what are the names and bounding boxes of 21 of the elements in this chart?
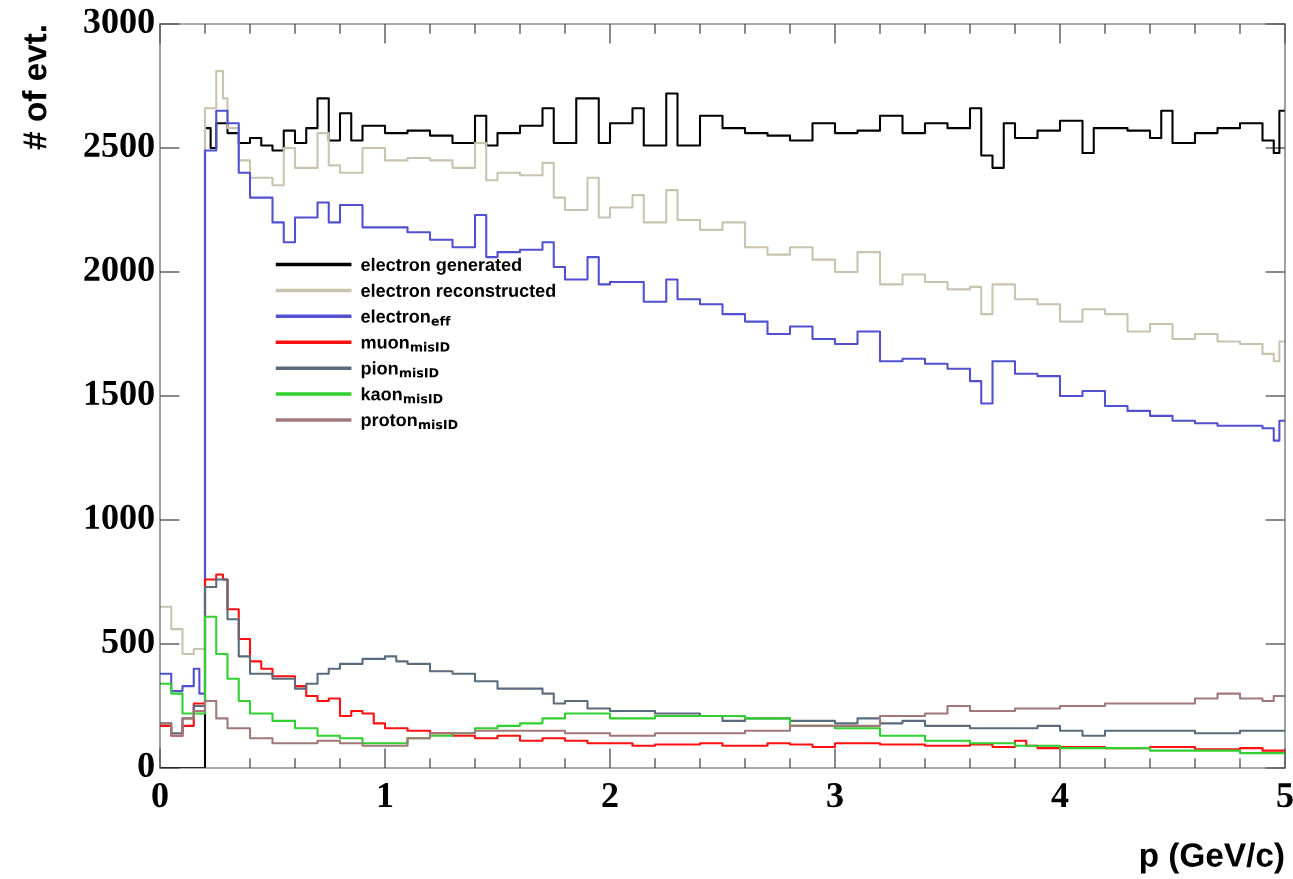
x-tick-label: 5: [1277, 783, 1293, 808]
y-tick-label: 1000: [85, 504, 154, 530]
legend-label: muon$_{misID}$: [361, 338, 450, 352]
legend-label: kaon$_{misID}$: [361, 387, 443, 404]
legend-label: electron generated: [361, 257, 521, 275]
x-axis-title: p (GeV/c): [1140, 842, 1284, 874]
x-tick-label: 1: [378, 783, 393, 807]
legend-label: proton$_{misID}$: [361, 414, 458, 430]
y-tick-label: 500: [102, 628, 154, 654]
x-tick-label: 3: [827, 783, 843, 808]
y-tick-label: 2500: [84, 132, 154, 158]
y-tick-label: 1500: [85, 380, 154, 406]
y-axis-title: # of evt.: [22, 26, 47, 150]
y-tick-label: 0: [138, 752, 154, 778]
x-tick-label: 2: [602, 783, 618, 807]
legend-label: electron reconstructed: [361, 283, 556, 297]
y-tick-label: 2000: [84, 256, 154, 282]
legend-label: pion$_{misID}$: [361, 361, 439, 379]
legend-label: electron$_{eff}$: [361, 309, 451, 326]
x-tick-label: 4: [1051, 783, 1069, 807]
y-tick-label: 3000: [84, 8, 154, 34]
